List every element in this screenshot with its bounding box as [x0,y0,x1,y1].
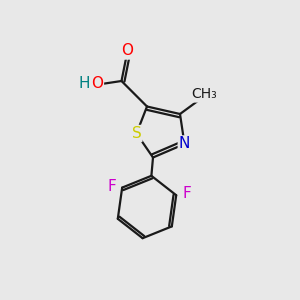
Text: F: F [107,178,116,194]
Text: O: O [122,44,134,59]
Text: O: O [91,76,103,92]
Text: N: N [179,136,190,152]
Text: CH₃: CH₃ [191,88,217,101]
Text: S: S [132,126,141,141]
Text: H: H [78,76,90,92]
Text: F: F [182,186,191,201]
